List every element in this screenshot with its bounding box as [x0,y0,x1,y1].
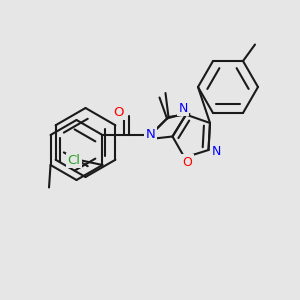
Text: N: N [146,128,155,142]
Text: N: N [178,101,188,115]
Text: N: N [211,145,221,158]
Text: O: O [114,106,124,119]
Text: Cl: Cl [68,154,80,167]
Text: O: O [183,155,192,169]
